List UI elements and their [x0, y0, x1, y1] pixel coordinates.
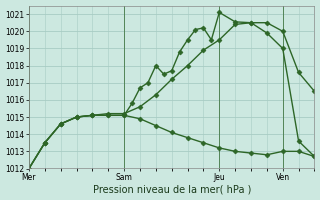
X-axis label: Pression niveau de la mer( hPa ): Pression niveau de la mer( hPa )	[92, 184, 251, 194]
